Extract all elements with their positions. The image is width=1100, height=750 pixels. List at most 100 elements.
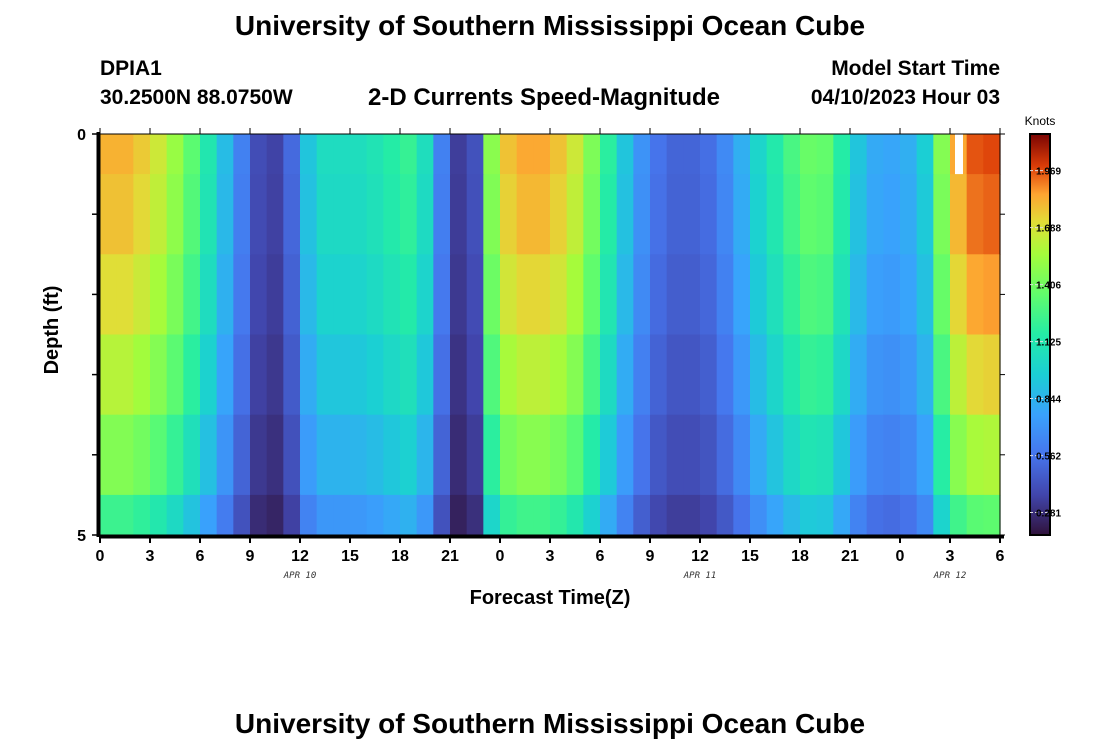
x-tick-label: 0 (496, 548, 505, 565)
heatmap-cell (533, 414, 551, 496)
heatmap-cell (500, 494, 518, 536)
heatmap-cell (633, 334, 651, 416)
heatmap-cell (800, 254, 818, 336)
heatmap-cell (183, 134, 201, 175)
heatmap-cell (533, 334, 551, 416)
heatmap-cell (716, 254, 734, 336)
heatmap-cell (800, 494, 818, 536)
heatmap-cell (783, 254, 801, 336)
model-start-label: Model Start Time (831, 57, 1000, 80)
heatmap-cell (816, 254, 834, 336)
colorbar-gradient (1029, 133, 1051, 536)
heatmap-cell (600, 414, 618, 496)
heatmap-cell (383, 334, 401, 416)
heatmap-cell (966, 414, 984, 496)
heatmap-cell (433, 494, 451, 536)
heatmap-cell (800, 134, 818, 175)
heatmap-cell (300, 334, 318, 416)
heatmap-cell (383, 494, 401, 536)
model-start-value: 04/10/2023 Hour 03 (810, 86, 1000, 109)
heatmap-cell (983, 174, 1001, 255)
heatmap-cell (550, 174, 568, 255)
heatmap-cell (900, 174, 918, 255)
heatmap-cell (416, 174, 434, 255)
heatmap-cell (916, 174, 934, 255)
heatmap-cell (650, 174, 668, 255)
heatmap-cell (100, 414, 118, 496)
heatmap-cell (550, 254, 568, 336)
chart-subtitle: 2-D Currents Speed-Magnitude (368, 84, 721, 111)
heatmap-cell (333, 254, 351, 336)
heatmap-cell (600, 334, 618, 416)
heatmap-cell (616, 134, 634, 175)
heatmap-cell (316, 254, 334, 336)
heatmap-cell (883, 414, 901, 496)
heatmap-cell (883, 334, 901, 416)
heatmap-cell (200, 414, 218, 496)
heatmap-cell (700, 494, 718, 536)
x-tick-label: 12 (691, 548, 709, 565)
heatmap-cell (333, 494, 351, 536)
heatmap-cell (683, 414, 701, 496)
heatmap-cell (966, 174, 984, 255)
heatmap-cell (900, 134, 918, 175)
heatmap-cell (700, 134, 718, 175)
heatmap-cell (850, 414, 868, 496)
heatmap-cell (666, 174, 684, 255)
heatmap-cell (650, 254, 668, 336)
colorbar-tick-label: 0.844 (1036, 394, 1061, 405)
heatmap-cell (683, 254, 701, 336)
heatmap-cell (100, 254, 118, 336)
date-label: APR 10 (283, 571, 317, 581)
heatmap-cell (533, 254, 551, 336)
heatmap-cell (116, 174, 134, 255)
x-tick-label: 9 (246, 548, 255, 565)
heatmap-cell (183, 254, 201, 336)
heatmap-cell (250, 414, 268, 496)
heatmap-cell (633, 254, 651, 336)
heatmap-cell (416, 414, 434, 496)
heatmap-cell (116, 334, 134, 416)
heatmap-cell (366, 414, 384, 496)
heatmap-cell (366, 334, 384, 416)
heatmap-cell (716, 494, 734, 536)
heatmap-cell (233, 134, 251, 175)
heatmap-cell (100, 134, 118, 175)
heatmap-cell (250, 494, 268, 536)
heatmap-cell (883, 254, 901, 336)
heatmap-cell (466, 334, 484, 416)
heatmap-cell (350, 494, 368, 536)
heatmap-cell (416, 134, 434, 175)
heatmap-cell (933, 414, 951, 496)
heatmap-cell (716, 334, 734, 416)
heatmap-cell (766, 414, 784, 496)
heatmap-cell (816, 494, 834, 536)
heatmap-cell (583, 494, 601, 536)
heatmap-cell (566, 174, 584, 255)
heatmap-cell (833, 414, 851, 496)
heatmap-cell (433, 174, 451, 255)
heatmap-cell (750, 494, 768, 536)
heatmap-cell (383, 254, 401, 336)
heatmap-cell (200, 134, 218, 175)
missing-data-marker (955, 134, 963, 175)
heatmap-cell (583, 254, 601, 336)
heatmap-cell (250, 254, 268, 336)
heatmap-cell (766, 254, 784, 336)
heatmap-cell (483, 134, 501, 175)
heatmap-cell (183, 494, 201, 536)
colorbar-tick-label: 1.406 (1036, 281, 1061, 292)
heatmap-cell (450, 414, 468, 496)
heatmap-cell (150, 414, 168, 496)
heatmap-cell (400, 334, 418, 416)
heatmap-cell (733, 134, 751, 175)
heatmap-cell (516, 494, 534, 536)
heatmap-cell (433, 414, 451, 496)
heatmap-cell (783, 174, 801, 255)
heatmap-cell (916, 134, 934, 175)
heatmap-cell (683, 134, 701, 175)
heatmap-cell (383, 134, 401, 175)
heatmap-cell (733, 254, 751, 336)
heatmap-cell (800, 174, 818, 255)
colorbar-tick-label: 0.281 (1036, 509, 1061, 520)
